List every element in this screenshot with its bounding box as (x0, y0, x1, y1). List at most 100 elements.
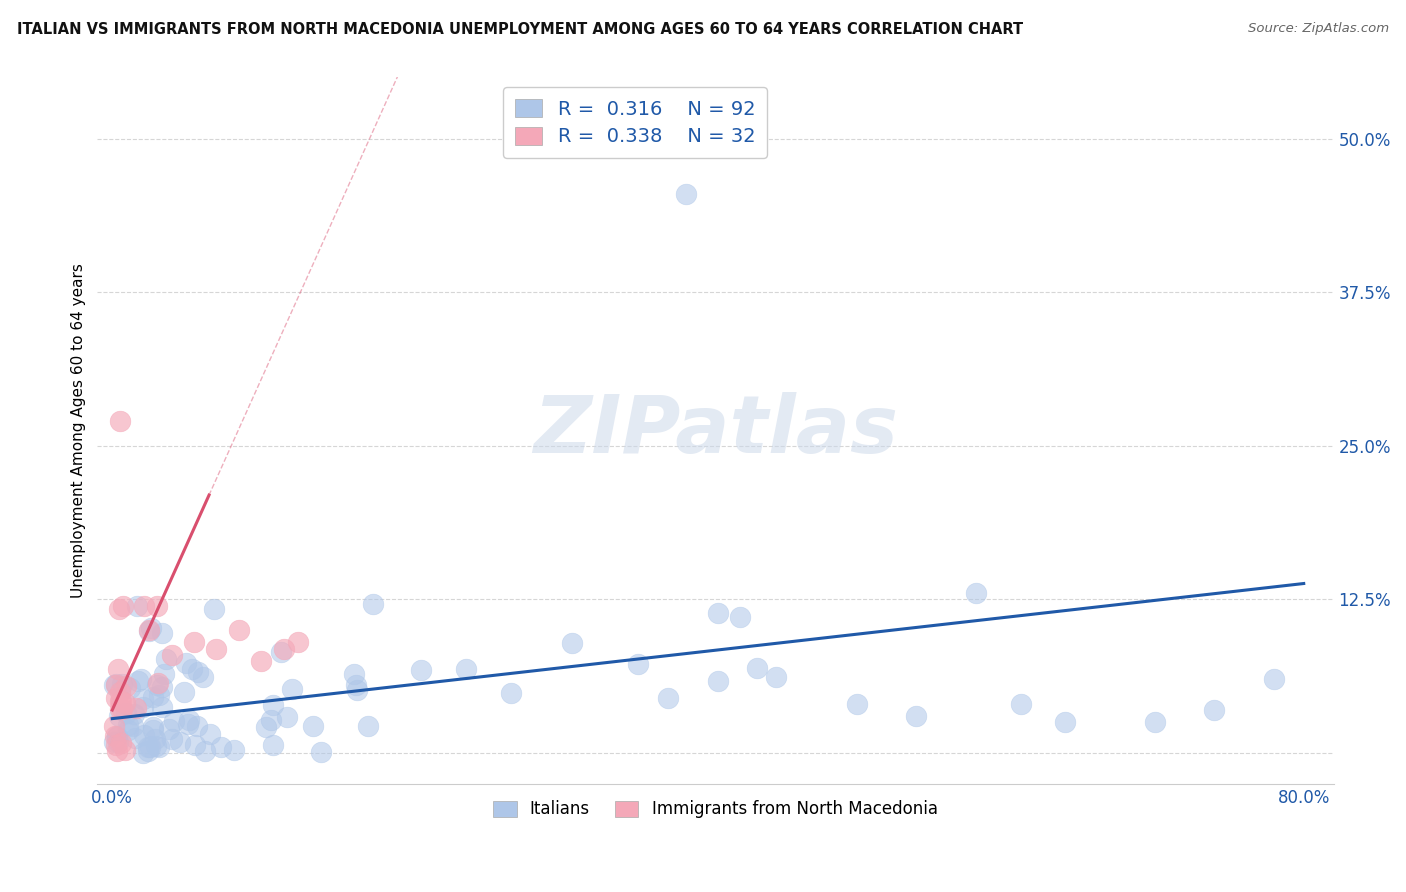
Point (361, 597, 384, 611)
Y-axis label: Unemployment Among Ages 60 to 64 years: Unemployment Among Ages 60 to 64 years (72, 263, 86, 598)
Point (150, 625, 173, 640)
Point (343, 666, 366, 681)
Point (138, 740, 160, 755)
Point (111, 701, 134, 715)
Point (139, 621, 162, 635)
Point (157, 722, 180, 736)
Text: ZIPatlas: ZIPatlas (533, 392, 898, 469)
Point (205, 641, 228, 656)
Point (181, 662, 204, 676)
Point (747, 661, 769, 675)
Point (136, 743, 159, 757)
Point (184, 738, 207, 752)
Point (105, 729, 128, 743)
Point (114, 743, 136, 757)
Point (105, 744, 128, 758)
Point (118, 681, 141, 696)
Point (765, 670, 787, 684)
Point (146, 599, 169, 613)
Point (108, 685, 131, 699)
Point (1204, 703, 1226, 717)
Point (132, 699, 155, 714)
Point (125, 599, 148, 613)
Point (302, 719, 325, 733)
Point (707, 606, 730, 620)
Point (117, 723, 139, 737)
Legend: Italians, Immigrants from North Macedonia: Italians, Immigrants from North Macedoni… (486, 794, 945, 825)
Point (142, 690, 165, 704)
Point (187, 665, 209, 679)
Point (194, 744, 217, 758)
Point (657, 691, 679, 706)
Point (114, 706, 136, 720)
Text: Source: ZipAtlas.com: Source: ZipAtlas.com (1249, 22, 1389, 36)
Point (1143, 715, 1166, 730)
Point (163, 714, 186, 729)
Point (124, 731, 146, 745)
Point (143, 732, 166, 747)
Point (125, 700, 148, 714)
Point (145, 739, 167, 754)
Point (191, 670, 214, 684)
Point (138, 624, 160, 638)
Point (728, 610, 751, 624)
Point (346, 683, 368, 698)
Point (108, 602, 131, 616)
Point (122, 706, 145, 721)
Point (280, 681, 302, 696)
Point (134, 728, 156, 742)
Point (132, 599, 155, 613)
Point (138, 623, 160, 637)
Point (153, 666, 176, 681)
Point (254, 720, 277, 734)
Point (173, 684, 195, 698)
Point (707, 674, 730, 689)
Point (107, 734, 129, 748)
Point (454, 662, 477, 676)
Point (103, 719, 125, 733)
Point (148, 739, 170, 754)
Point (127, 673, 149, 688)
Point (287, 635, 309, 649)
Text: ITALIAN VS IMMIGRANTS FROM NORTH MACEDONIA UNEMPLOYMENT AMONG AGES 60 TO 64 YEAR: ITALIAN VS IMMIGRANTS FROM NORTH MACEDON… (17, 22, 1024, 37)
Point (105, 691, 128, 706)
Point (1010, 697, 1032, 711)
Point (142, 721, 165, 735)
Point (105, 738, 128, 752)
Point (262, 698, 284, 712)
Point (111, 677, 134, 691)
Point (146, 677, 169, 691)
Point (499, 686, 522, 700)
Point (131, 672, 153, 686)
Point (132, 746, 155, 760)
Point (675, 187, 697, 202)
Point (200, 727, 222, 741)
Point (273, 641, 295, 656)
Point (309, 745, 332, 759)
Point (105, 730, 128, 744)
Point (177, 717, 200, 731)
Point (103, 735, 125, 749)
Point (122, 719, 145, 733)
Point (262, 738, 284, 752)
Point (108, 414, 131, 428)
Point (110, 736, 132, 750)
Point (561, 636, 583, 650)
Point (142, 723, 165, 737)
Point (276, 710, 298, 724)
Point (114, 696, 136, 710)
Point (104, 730, 127, 744)
Point (183, 635, 205, 649)
Point (905, 709, 928, 723)
Point (626, 657, 648, 671)
Point (150, 681, 173, 695)
Point (344, 678, 367, 692)
Point (136, 739, 159, 754)
Point (162, 732, 184, 747)
Point (155, 652, 177, 666)
Point (260, 713, 283, 727)
Point (179, 714, 201, 728)
Point (111, 599, 134, 613)
Point (1054, 715, 1077, 730)
Point (965, 586, 987, 600)
